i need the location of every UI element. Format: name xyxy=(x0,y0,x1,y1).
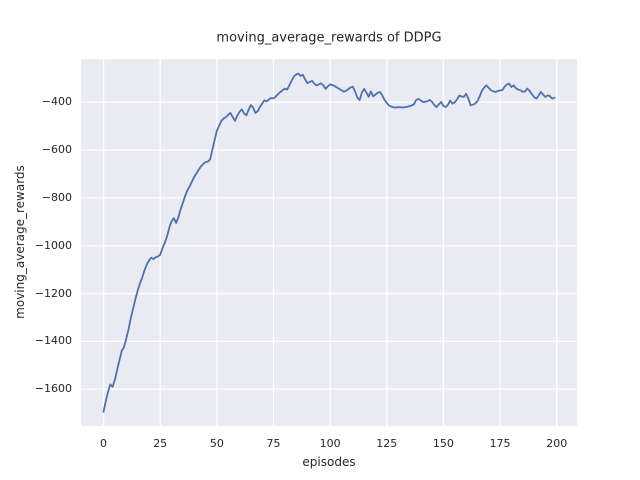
x-tick-label: 25 xyxy=(153,437,168,450)
x-tick-label: 50 xyxy=(209,437,224,450)
y-tick-label: −600 xyxy=(41,143,72,157)
x-tick-label: 0 xyxy=(100,437,108,450)
x-tick-label: 100 xyxy=(319,437,341,450)
x-tick-label: 200 xyxy=(546,437,568,450)
y-tick-label: −400 xyxy=(41,95,72,109)
x-tick-label: 175 xyxy=(489,437,511,450)
y-tick-label: −800 xyxy=(41,190,72,204)
x-axis-label: episodes xyxy=(302,455,356,469)
y-tick-label: −1000 xyxy=(34,238,72,252)
x-tick-label: 75 xyxy=(266,437,281,450)
plot-background xyxy=(81,59,577,426)
y-tick-label: −1200 xyxy=(34,286,72,300)
x-tick-label: 150 xyxy=(432,437,454,450)
chart-title: moving_average_rewards of DDPG xyxy=(216,30,442,46)
series-line xyxy=(102,72,556,413)
x-tick-label: 125 xyxy=(376,437,398,450)
y-tick-label: −1600 xyxy=(34,382,72,396)
y-tick-label: −1400 xyxy=(34,334,72,348)
